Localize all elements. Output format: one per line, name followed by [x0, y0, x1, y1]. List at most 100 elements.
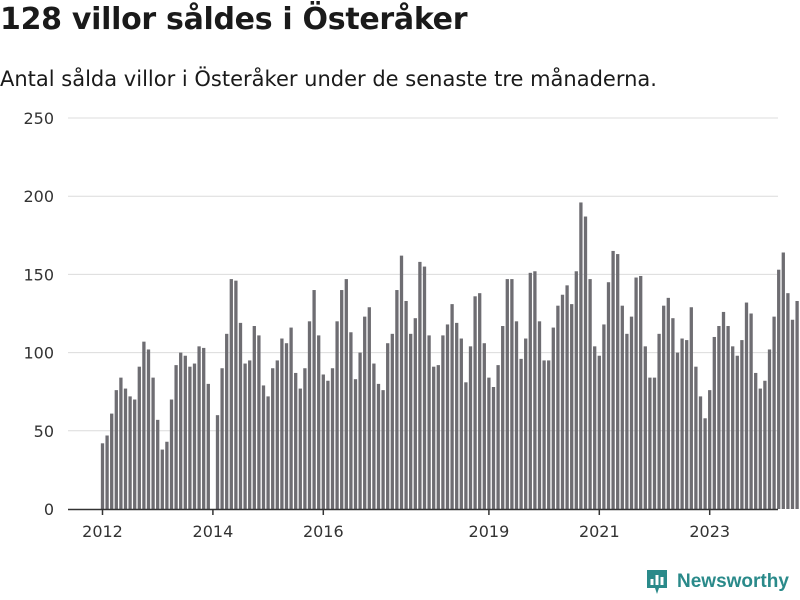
- bar: [620, 305, 624, 509]
- bar: [142, 341, 146, 509]
- bar: [588, 279, 592, 509]
- bar: [685, 340, 689, 509]
- bar: [703, 418, 707, 509]
- bar: [294, 372, 298, 509]
- bar: [478, 293, 482, 509]
- bar: [229, 279, 233, 509]
- bar: [409, 333, 413, 509]
- bar: [767, 349, 772, 509]
- bar: [271, 368, 275, 509]
- y-tick-label: 250: [23, 109, 54, 128]
- bar: [675, 352, 680, 509]
- bar: [192, 363, 197, 509]
- bar: [358, 352, 362, 509]
- bar: [790, 319, 795, 509]
- bar: [786, 293, 790, 509]
- bar: [519, 358, 523, 509]
- bar: [119, 377, 123, 509]
- bar: [781, 252, 785, 509]
- bar: [565, 285, 569, 509]
- bar: [629, 316, 634, 509]
- bar: [468, 346, 473, 509]
- bar: [317, 335, 321, 509]
- bar: [459, 338, 463, 509]
- bar: [321, 374, 325, 509]
- bar: [234, 280, 238, 509]
- x-tick-label: 2012: [82, 522, 123, 541]
- bar: [726, 326, 730, 509]
- bar: [330, 368, 335, 509]
- bar: [275, 360, 279, 509]
- bar: [671, 318, 675, 509]
- bar: [183, 355, 187, 509]
- y-tick-label: 50: [34, 422, 54, 441]
- bar: [146, 349, 151, 509]
- bars: [100, 202, 799, 510]
- bar: [537, 321, 542, 509]
- bar: [243, 363, 247, 509]
- bar: [666, 297, 670, 509]
- bar: [436, 365, 440, 509]
- bar: [450, 304, 454, 509]
- bar: [156, 419, 160, 509]
- bar: [551, 327, 555, 509]
- bar: [772, 316, 776, 509]
- bar: [133, 399, 137, 509]
- bar: [225, 333, 229, 509]
- bar: [721, 311, 726, 509]
- bar: [556, 305, 560, 509]
- bar: [514, 321, 519, 509]
- bar: [266, 396, 270, 509]
- bar: [206, 383, 210, 509]
- bar: [754, 372, 758, 509]
- x-axis-ticks: 2012201420162019202120232025: [82, 509, 800, 541]
- y-tick-label: 0: [44, 500, 54, 519]
- bar: [312, 290, 316, 509]
- bar: [593, 346, 597, 509]
- bar: [777, 269, 781, 509]
- bar: [611, 250, 615, 509]
- bar: [335, 321, 339, 509]
- bar: [427, 335, 431, 509]
- bar: [261, 385, 266, 509]
- bar: [698, 396, 703, 509]
- y-axis-ticks: 0 50 100 150 200 250: [23, 109, 54, 519]
- bar: [708, 390, 712, 509]
- bar: [763, 380, 767, 509]
- bar: [284, 343, 289, 509]
- bar: [616, 254, 620, 509]
- x-tick-label: 2014: [193, 522, 234, 541]
- bar: [238, 322, 243, 509]
- bar: [657, 333, 661, 509]
- bar: [496, 365, 500, 509]
- brand-logo[interactable]: Newsworthy: [645, 568, 789, 596]
- bar: [413, 318, 417, 509]
- bar: [491, 387, 496, 509]
- bar: [648, 377, 652, 509]
- bar: [694, 366, 698, 509]
- bar: [418, 261, 422, 509]
- bar: [602, 324, 606, 509]
- bar: [165, 441, 169, 509]
- bar: [188, 366, 192, 509]
- bar: [441, 335, 445, 509]
- bar: [487, 377, 491, 509]
- bar: [501, 326, 505, 509]
- bar: [215, 415, 220, 509]
- bar: [179, 352, 183, 509]
- bar: [735, 355, 739, 509]
- bar: [372, 363, 376, 509]
- bar: [349, 332, 353, 509]
- bar: [404, 300, 408, 509]
- bar: [712, 336, 716, 509]
- bar: [160, 449, 164, 509]
- bar: [606, 282, 611, 509]
- bar: [505, 279, 509, 509]
- bar: [570, 304, 574, 509]
- x-tick-label: 2023: [689, 522, 730, 541]
- bar: [399, 255, 404, 509]
- bar: [174, 365, 178, 509]
- bar: [257, 335, 261, 509]
- bar: [422, 266, 427, 509]
- bar: [731, 346, 735, 509]
